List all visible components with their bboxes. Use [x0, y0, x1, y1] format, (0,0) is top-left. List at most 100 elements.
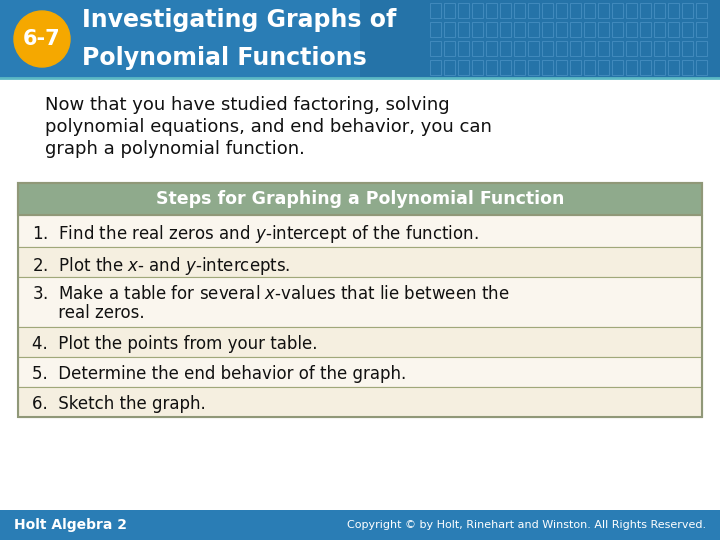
- Bar: [598, 22, 609, 37]
- Bar: [458, 41, 469, 56]
- Bar: [696, 3, 707, 18]
- Bar: [682, 3, 693, 18]
- Bar: [682, 41, 693, 56]
- Bar: [570, 41, 581, 56]
- Bar: [598, 60, 609, 75]
- Bar: [584, 41, 595, 56]
- Bar: [528, 60, 539, 75]
- Bar: [584, 22, 595, 37]
- Bar: [458, 60, 469, 75]
- Bar: [626, 41, 637, 56]
- Bar: [598, 3, 609, 18]
- Bar: [500, 41, 511, 56]
- Bar: [528, 22, 539, 37]
- Bar: [682, 60, 693, 75]
- Bar: [682, 22, 693, 37]
- Bar: [472, 60, 483, 75]
- Bar: [626, 22, 637, 37]
- Bar: [486, 60, 497, 75]
- Bar: [696, 41, 707, 56]
- Bar: [430, 3, 441, 18]
- Bar: [626, 60, 637, 75]
- Bar: [612, 22, 623, 37]
- Bar: [668, 41, 679, 56]
- Text: real zeros.: real zeros.: [32, 304, 145, 322]
- Bar: [500, 22, 511, 37]
- Bar: [570, 3, 581, 18]
- Bar: [612, 41, 623, 56]
- Bar: [0, 510, 720, 540]
- Bar: [542, 41, 553, 56]
- Text: Now that you have studied factoring, solving: Now that you have studied factoring, sol…: [45, 96, 449, 114]
- Bar: [556, 3, 567, 18]
- Text: 5.  Determine the end behavior of the graph.: 5. Determine the end behavior of the gra…: [32, 365, 406, 383]
- Bar: [556, 41, 567, 56]
- Text: Copyright © by Holt, Rinehart and Winston. All Rights Reserved.: Copyright © by Holt, Rinehart and Winsto…: [347, 520, 706, 530]
- Bar: [444, 22, 455, 37]
- Bar: [528, 41, 539, 56]
- Text: Investigating Graphs of: Investigating Graphs of: [82, 8, 397, 32]
- Bar: [444, 3, 455, 18]
- Bar: [458, 22, 469, 37]
- Bar: [444, 41, 455, 56]
- Bar: [18, 215, 702, 247]
- Bar: [556, 22, 567, 37]
- Bar: [640, 60, 651, 75]
- Bar: [18, 277, 702, 327]
- Bar: [556, 60, 567, 75]
- Bar: [472, 22, 483, 37]
- Text: polynomial equations, and end behavior, you can: polynomial equations, and end behavior, …: [45, 118, 492, 136]
- Bar: [654, 22, 665, 37]
- Text: 4.  Plot the points from your table.: 4. Plot the points from your table.: [32, 335, 318, 353]
- Bar: [626, 3, 637, 18]
- Bar: [696, 22, 707, 37]
- Text: 6-7: 6-7: [23, 29, 60, 49]
- Bar: [668, 60, 679, 75]
- Bar: [514, 3, 525, 18]
- Bar: [486, 41, 497, 56]
- Circle shape: [14, 11, 70, 67]
- Bar: [514, 60, 525, 75]
- Bar: [654, 60, 665, 75]
- Bar: [584, 3, 595, 18]
- Bar: [640, 3, 651, 18]
- Bar: [430, 22, 441, 37]
- Text: Polynomial Functions: Polynomial Functions: [82, 46, 366, 70]
- Bar: [570, 60, 581, 75]
- Bar: [654, 3, 665, 18]
- Text: 3.  Make a table for several $x$-values that lie between the: 3. Make a table for several $x$-values t…: [32, 285, 510, 303]
- Bar: [570, 22, 581, 37]
- Text: 6.  Sketch the graph.: 6. Sketch the graph.: [32, 395, 206, 413]
- Bar: [612, 3, 623, 18]
- Bar: [458, 3, 469, 18]
- Text: 2.  Plot the $x$- and $y$-intercepts.: 2. Plot the $x$- and $y$-intercepts.: [32, 255, 290, 277]
- Bar: [542, 22, 553, 37]
- Bar: [360, 0, 720, 78]
- Bar: [444, 60, 455, 75]
- Text: Steps for Graphing a Polynomial Function: Steps for Graphing a Polynomial Function: [156, 190, 564, 208]
- Bar: [18, 357, 702, 387]
- Bar: [486, 22, 497, 37]
- Bar: [696, 60, 707, 75]
- Bar: [640, 41, 651, 56]
- Bar: [0, 0, 720, 78]
- Bar: [668, 22, 679, 37]
- Bar: [18, 183, 702, 215]
- Bar: [18, 247, 702, 277]
- Bar: [18, 387, 702, 417]
- Bar: [584, 60, 595, 75]
- Bar: [654, 41, 665, 56]
- Bar: [598, 41, 609, 56]
- Bar: [18, 327, 702, 357]
- Text: Holt Algebra 2: Holt Algebra 2: [14, 518, 127, 532]
- Bar: [486, 3, 497, 18]
- Bar: [514, 22, 525, 37]
- Bar: [514, 41, 525, 56]
- Bar: [500, 60, 511, 75]
- Bar: [612, 60, 623, 75]
- Bar: [500, 3, 511, 18]
- Bar: [18, 183, 702, 417]
- Bar: [528, 3, 539, 18]
- Bar: [472, 41, 483, 56]
- Bar: [430, 60, 441, 75]
